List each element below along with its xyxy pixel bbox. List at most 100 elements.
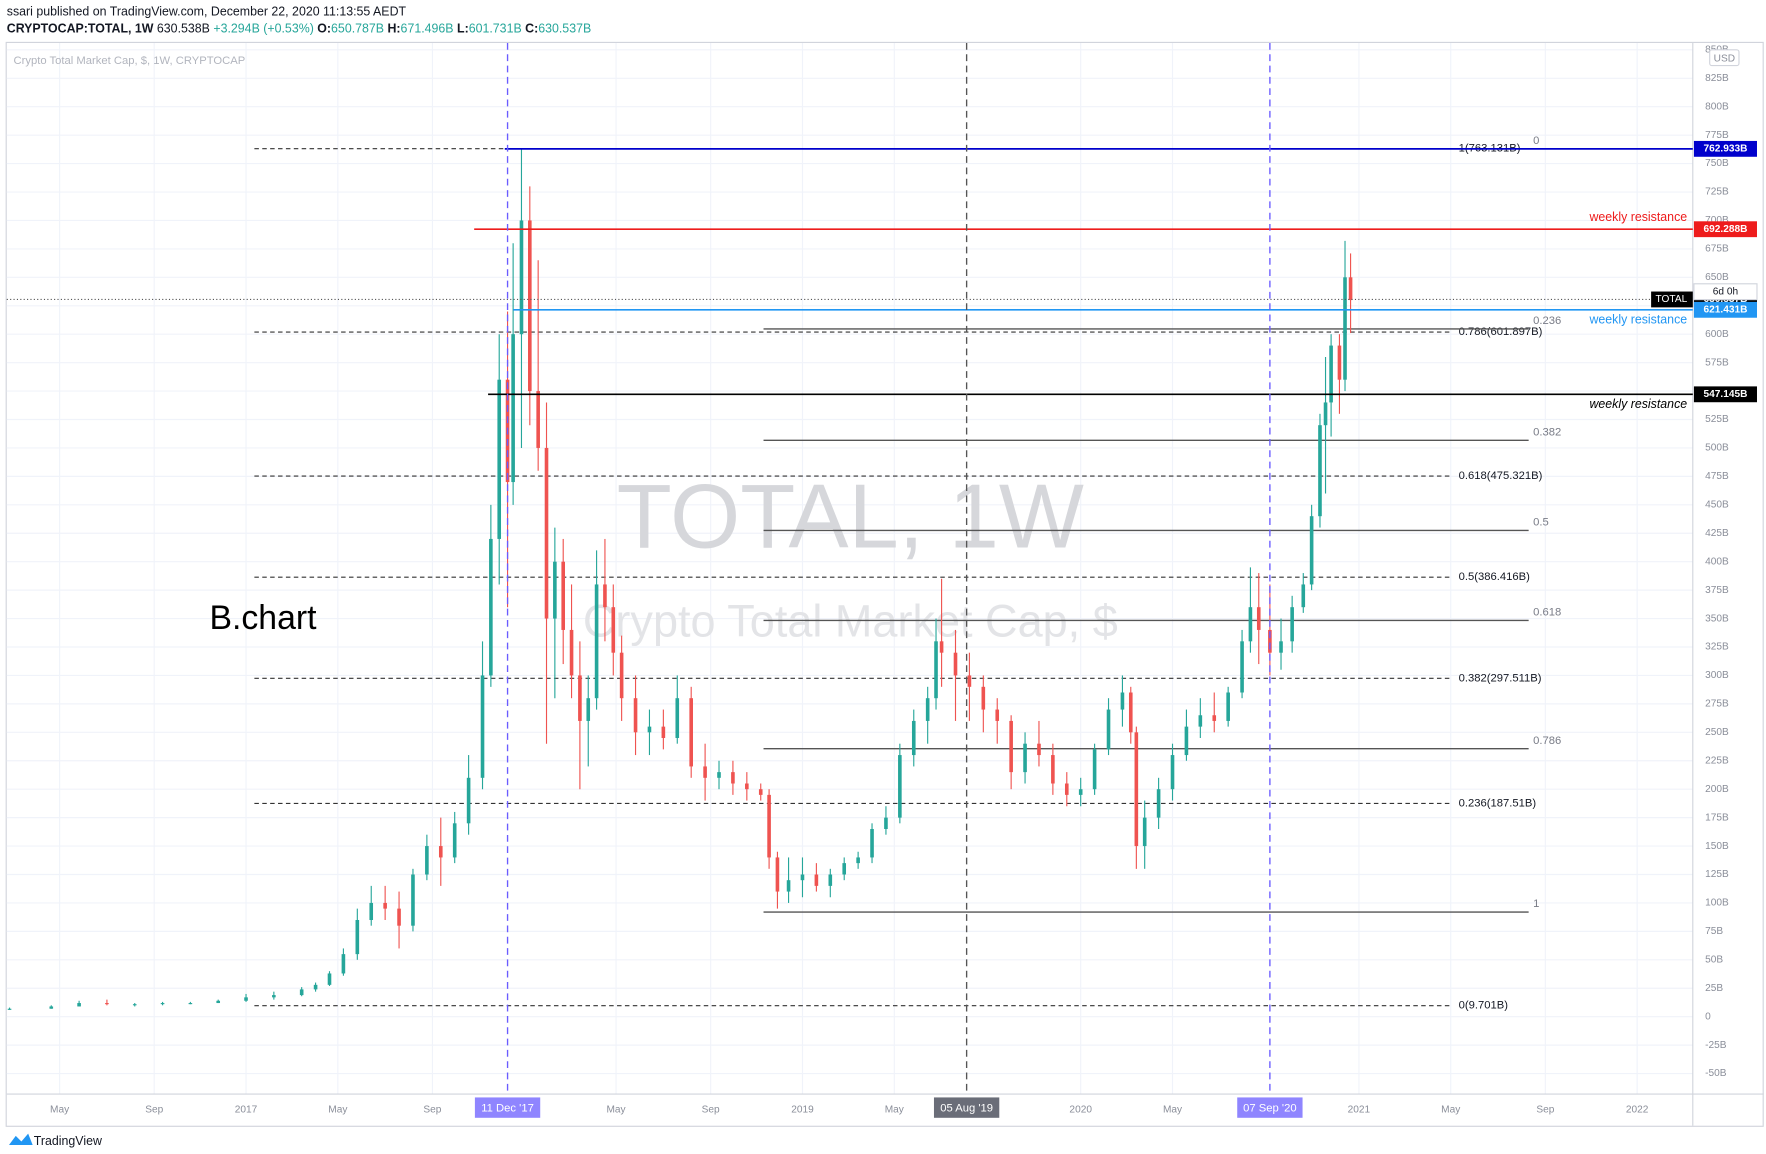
candle-body: [758, 789, 763, 795]
y-tick-label: 150B: [1705, 841, 1729, 852]
y-tick-label: 675B: [1705, 244, 1729, 255]
candle-body: [786, 880, 791, 892]
last-price-name-tag: [1651, 291, 1693, 308]
candle-body: [578, 675, 582, 721]
candle-body: [775, 857, 780, 892]
candle-body: [244, 997, 248, 1001]
candle-body: [160, 1003, 165, 1005]
countdown-tag: [1693, 283, 1758, 301]
candle-body: [425, 846, 429, 875]
marker-tag: [1237, 1097, 1303, 1118]
candle-body: [519, 220, 524, 335]
candle-body: [1009, 720, 1013, 773]
x-tick-label: 2019: [791, 1105, 814, 1116]
currency: USD: [1714, 54, 1735, 65]
candle-body: [1156, 789, 1161, 818]
candle-body: [1170, 755, 1175, 790]
price-tag: [1693, 301, 1757, 318]
candle-body: [703, 766, 707, 778]
ohlc-key: O:: [317, 22, 331, 36]
candle-body: [689, 698, 693, 767]
candle-body: [675, 698, 680, 739]
y-tick-label: 75B: [1705, 926, 1723, 937]
candle-body: [594, 584, 599, 699]
candle-body: [132, 1004, 137, 1006]
candle-body: [544, 447, 549, 619]
fib-label: 0.5: [1533, 516, 1549, 528]
x-tick-label: May: [1163, 1105, 1183, 1116]
candle-body: [369, 902, 374, 921]
footer-brand: TradingView: [34, 1134, 102, 1148]
candle-body: [49, 1006, 54, 1009]
ohlc-value: 601.731B: [469, 22, 522, 36]
candle-body: [1343, 277, 1347, 380]
y-tick-label: 600B: [1705, 329, 1729, 340]
candle-body: [497, 379, 502, 539]
symbol: CRYPTOCAP:TOTAL, 1W: [7, 22, 154, 36]
y-tick-label: 325B: [1705, 642, 1729, 653]
candle-body: [884, 817, 888, 830]
y-tick-label: 800B: [1705, 101, 1729, 112]
candle-body: [77, 1003, 81, 1007]
candle-body: [1301, 584, 1306, 608]
y-tick-label: 50B: [1705, 954, 1723, 965]
candle-body: [1337, 345, 1342, 380]
candle-body: [355, 920, 360, 955]
y-tick-label: 125B: [1705, 869, 1729, 880]
marker-label: 05 Aug '19: [940, 1103, 993, 1115]
candle-body: [397, 908, 401, 926]
candle-body: [995, 709, 1000, 721]
chart-title: Crypto Total Market Cap, $, 1W, CRYPTOCA…: [14, 55, 246, 67]
candle-body: [528, 220, 532, 392]
y-tick-label: -25B: [1705, 1040, 1727, 1051]
countdown: 6d 0h: [1713, 286, 1738, 297]
ohlc-value: 630.537B: [538, 22, 591, 36]
currency-box: [1709, 49, 1740, 67]
symbol-line: CRYPTOCAP:TOTAL, 1W 630.538B +3.294B (+0…: [7, 22, 591, 36]
y-tick-label: 575B: [1705, 357, 1729, 368]
candle-body: [717, 772, 721, 778]
candle-body: [313, 984, 318, 990]
candle-body: [870, 829, 874, 858]
price-tag-label: 621.431B: [1704, 304, 1748, 315]
candle-body: [1120, 692, 1125, 710]
y-tick-label: 175B: [1705, 812, 1729, 823]
candle-body: [603, 584, 607, 608]
fib-label: 0.786(601.897B): [1459, 326, 1543, 338]
candle-body: [1212, 715, 1217, 721]
candle-body: [327, 973, 332, 985]
y-tick-label: 475B: [1705, 471, 1729, 482]
y-tick-label: 775B: [1705, 130, 1729, 141]
plot: May Sep 2017 May Sep May Sep 2019 May 2020 May 2021…: [6, 42, 1764, 1126]
x-tick-label: May: [328, 1105, 348, 1116]
logo-icon: [9, 1133, 33, 1145]
candle-body: [939, 641, 944, 653]
y-tick-label: 25B: [1705, 983, 1723, 994]
fib-label: 0(9.701B): [1459, 1000, 1509, 1012]
candle-body: [1128, 692, 1133, 733]
y-tick-label: 650B: [1705, 272, 1729, 283]
candle-body: [383, 902, 387, 909]
candle-body: [1290, 607, 1294, 642]
candle-body: [1106, 709, 1111, 750]
candle-body: [1323, 402, 1328, 426]
fib-label: 0: [1533, 135, 1539, 147]
candle-body: [553, 561, 557, 619]
candle-body: [272, 995, 276, 998]
y-tick-label: 700B: [1705, 215, 1729, 226]
marker-label: 07 Sep '20: [1243, 1103, 1296, 1115]
marker-tag: [474, 1097, 541, 1118]
fib-label: 0.5(386.416B): [1459, 571, 1530, 583]
marker-tag: [933, 1097, 1000, 1118]
candle-body: [828, 874, 833, 886]
fib-label: 0.786: [1533, 735, 1561, 747]
fib-label: 0.236(187.51B): [1459, 797, 1537, 809]
candle-body: [925, 698, 930, 721]
price-tag: [1693, 221, 1757, 238]
x-tick-label: Sep: [145, 1105, 163, 1116]
candle-body: [1051, 755, 1055, 784]
price-tag-label: 762.933B: [1704, 144, 1748, 155]
change: +3.294B (+0.53%): [213, 22, 313, 36]
